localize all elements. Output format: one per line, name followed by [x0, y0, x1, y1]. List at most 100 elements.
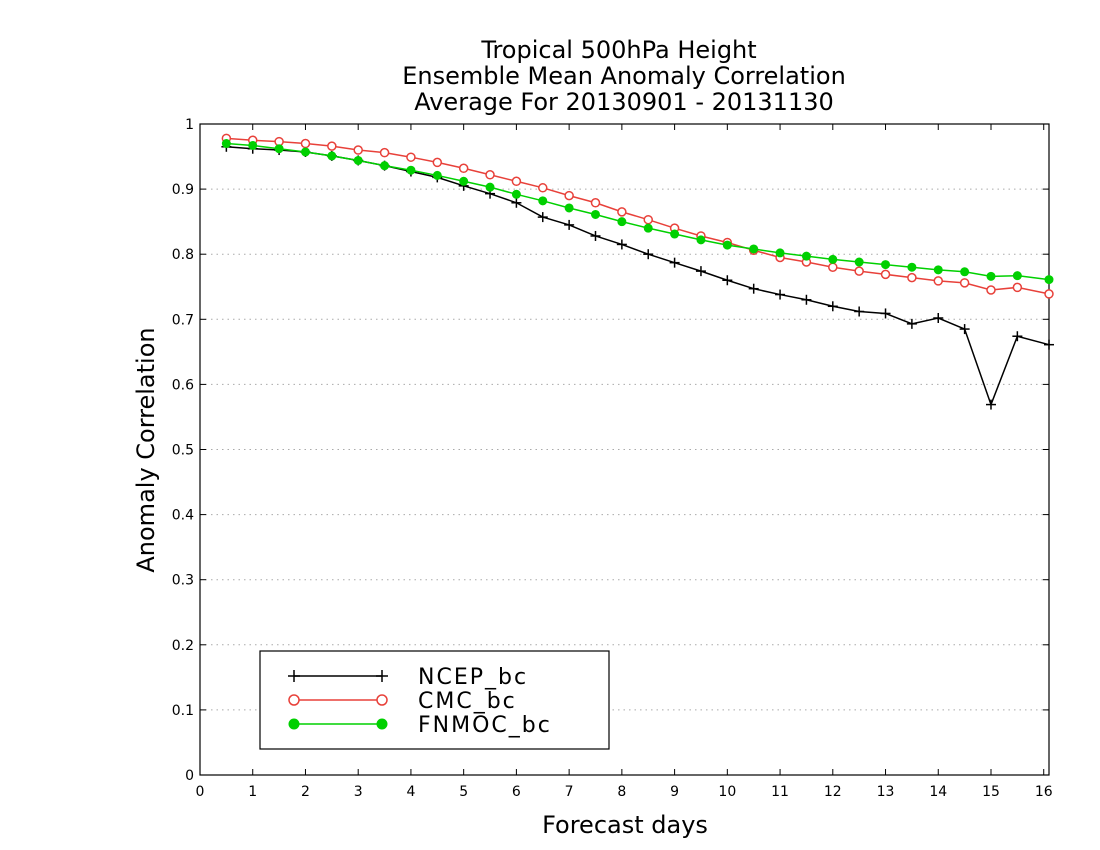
- point-ncep-bc-27: [933, 312, 944, 323]
- series-ncep-bc: [221, 141, 1054, 410]
- point-ncep-bc-11: [511, 197, 522, 208]
- point-ncep-bc-13: [564, 219, 575, 230]
- x-tick-label-4: 4: [406, 784, 415, 800]
- legend-label-ncep-bc: NCEP_bc: [418, 665, 528, 690]
- x-tick-label-16: 16: [1035, 784, 1053, 800]
- point-fnmoc-bc-1: [248, 140, 258, 150]
- point-fnmoc-bc-25: [881, 260, 891, 270]
- chart-title-line-3: Average For 20130901 - 20131130: [414, 88, 834, 116]
- x-tick-label-10: 10: [718, 784, 736, 800]
- point-fnmoc-bc-2: [274, 144, 284, 154]
- point-ncep-bc-21: [775, 289, 786, 300]
- point-cmc-bc-16: [643, 214, 653, 225]
- legend-entry-ncep-bc: NCEP_bc: [288, 665, 528, 690]
- y-axis-label: Anomaly Correlation: [132, 327, 160, 572]
- y-tick-label-10: 1: [185, 117, 194, 133]
- x-tick-label-2: 2: [301, 784, 310, 800]
- y-tick-label-1: 0.1: [172, 703, 194, 719]
- point-fnmoc-bc-24: [854, 257, 864, 267]
- y-tick-label-2: 0.2: [172, 638, 194, 654]
- point-ncep-bc-31: [1044, 339, 1054, 350]
- point-fnmoc-bc-0: [221, 139, 231, 149]
- legend-entry-cmc-bc: CMC_bc: [288, 689, 517, 714]
- chart-title-line-2: Ensemble Mean Anomaly Correlation: [402, 62, 846, 90]
- point-fnmoc-bc-10: [485, 182, 495, 192]
- point-cmc-bc-7: [406, 152, 416, 162]
- point-fnmoc-bc-4: [327, 151, 337, 161]
- point-cmc-bc-12: [538, 183, 548, 193]
- point-ncep-bc-14: [590, 230, 601, 241]
- x-tick-label-5: 5: [459, 784, 468, 800]
- point-fnmoc-bc-28: [960, 267, 970, 277]
- point-cmc-bc-14: [590, 198, 601, 208]
- point-fnmoc-bc-30: [1012, 271, 1022, 281]
- point-cmc-bc-6: [379, 147, 390, 158]
- point-ncep-bc-20: [748, 283, 759, 294]
- point-cmc-bc-25: [880, 269, 891, 280]
- point-fnmoc-bc-29: [986, 271, 996, 281]
- point-cmc-bc-24: [854, 266, 864, 276]
- point-ncep-bc-28: [959, 324, 970, 335]
- point-ncep-bc-12: [537, 212, 548, 223]
- x-tick-label-12: 12: [824, 784, 842, 800]
- x-tick-label-9: 9: [670, 784, 679, 800]
- point-cmc-bc-23: [828, 262, 838, 272]
- point-fnmoc-bc-15: [617, 217, 627, 227]
- point-ncep-bc-16: [643, 249, 654, 260]
- point-fnmoc-bc-18: [696, 235, 706, 245]
- legend-box: [259, 650, 610, 750]
- point-fnmoc-bc-7: [406, 165, 416, 175]
- point-fnmoc-bc-23: [828, 254, 838, 264]
- series-line-fnmoc-bc: [226, 142, 1050, 281]
- point-ncep-bc-17: [669, 257, 680, 268]
- point-fnmoc-bc-13: [564, 203, 574, 213]
- x-tick-label-6: 6: [512, 784, 521, 800]
- point-cmc-bc-28: [959, 278, 970, 288]
- y-tick-label-3: 0.3: [172, 573, 194, 589]
- series-line-ncep-bc: [226, 146, 1050, 407]
- legend-marker-end-ncep-bc: [376, 670, 388, 682]
- point-cmc-bc-9: [458, 163, 469, 174]
- point-fnmoc-bc-12: [538, 196, 548, 206]
- legend-marker-end-fnmoc-bc: [376, 718, 388, 730]
- point-ncep-bc-19: [722, 275, 733, 286]
- y-tick-label-9: 0.9: [172, 182, 194, 198]
- point-ncep-bc-24: [854, 306, 865, 317]
- point-cmc-bc-26: [907, 272, 917, 283]
- legend-entry-fnmoc-bc: FNMOC_bc: [288, 713, 550, 738]
- series-layer: [221, 133, 1054, 410]
- legend-label-cmc-bc: CMC_bc: [418, 689, 517, 714]
- chart-title-line-1: Tropical 500hPa Height: [480, 36, 756, 64]
- point-ncep-bc-29: [985, 399, 996, 410]
- series-line-cmc-bc: [226, 137, 1050, 295]
- point-fnmoc-bc-22: [801, 251, 811, 261]
- point-fnmoc-bc-9: [459, 176, 469, 186]
- point-ncep-bc-30: [1012, 331, 1023, 342]
- y-axis-ticks: 0 0.1 0.2 0.3 0.4 0.5 0.6 0.7 0.8 0.9 1: [172, 117, 1049, 784]
- point-fnmoc-bc-20: [749, 244, 759, 254]
- point-fnmoc-bc-31: [1044, 275, 1054, 285]
- point-fnmoc-bc-16: [643, 223, 653, 233]
- point-cmc-bc-29: [986, 285, 996, 295]
- x-tick-label-7: 7: [565, 784, 574, 800]
- x-tick-label-13: 13: [877, 784, 895, 800]
- x-tick-label-15: 15: [982, 784, 1000, 800]
- point-cmc-bc-10: [485, 170, 495, 180]
- x-tick-label-3: 3: [354, 784, 363, 800]
- x-tick-label-11: 11: [771, 784, 789, 800]
- point-cmc-bc-4: [327, 141, 337, 151]
- point-cmc-bc-30: [1012, 282, 1023, 293]
- point-fnmoc-bc-6: [380, 161, 390, 171]
- point-cmc-bc-5: [353, 145, 363, 155]
- y-tick-label-7: 0.7: [172, 312, 194, 328]
- x-tick-label-1: 1: [248, 784, 257, 800]
- x-tick-label-8: 8: [617, 784, 626, 800]
- point-ncep-bc-15: [616, 239, 627, 250]
- y-tick-label-6: 0.6: [172, 377, 194, 393]
- point-fnmoc-bc-21: [775, 248, 785, 258]
- point-fnmoc-bc-8: [432, 170, 442, 180]
- point-cmc-bc-8: [432, 157, 443, 168]
- legend-marker-end-cmc-bc: [376, 694, 388, 706]
- point-ncep-bc-25: [880, 308, 891, 319]
